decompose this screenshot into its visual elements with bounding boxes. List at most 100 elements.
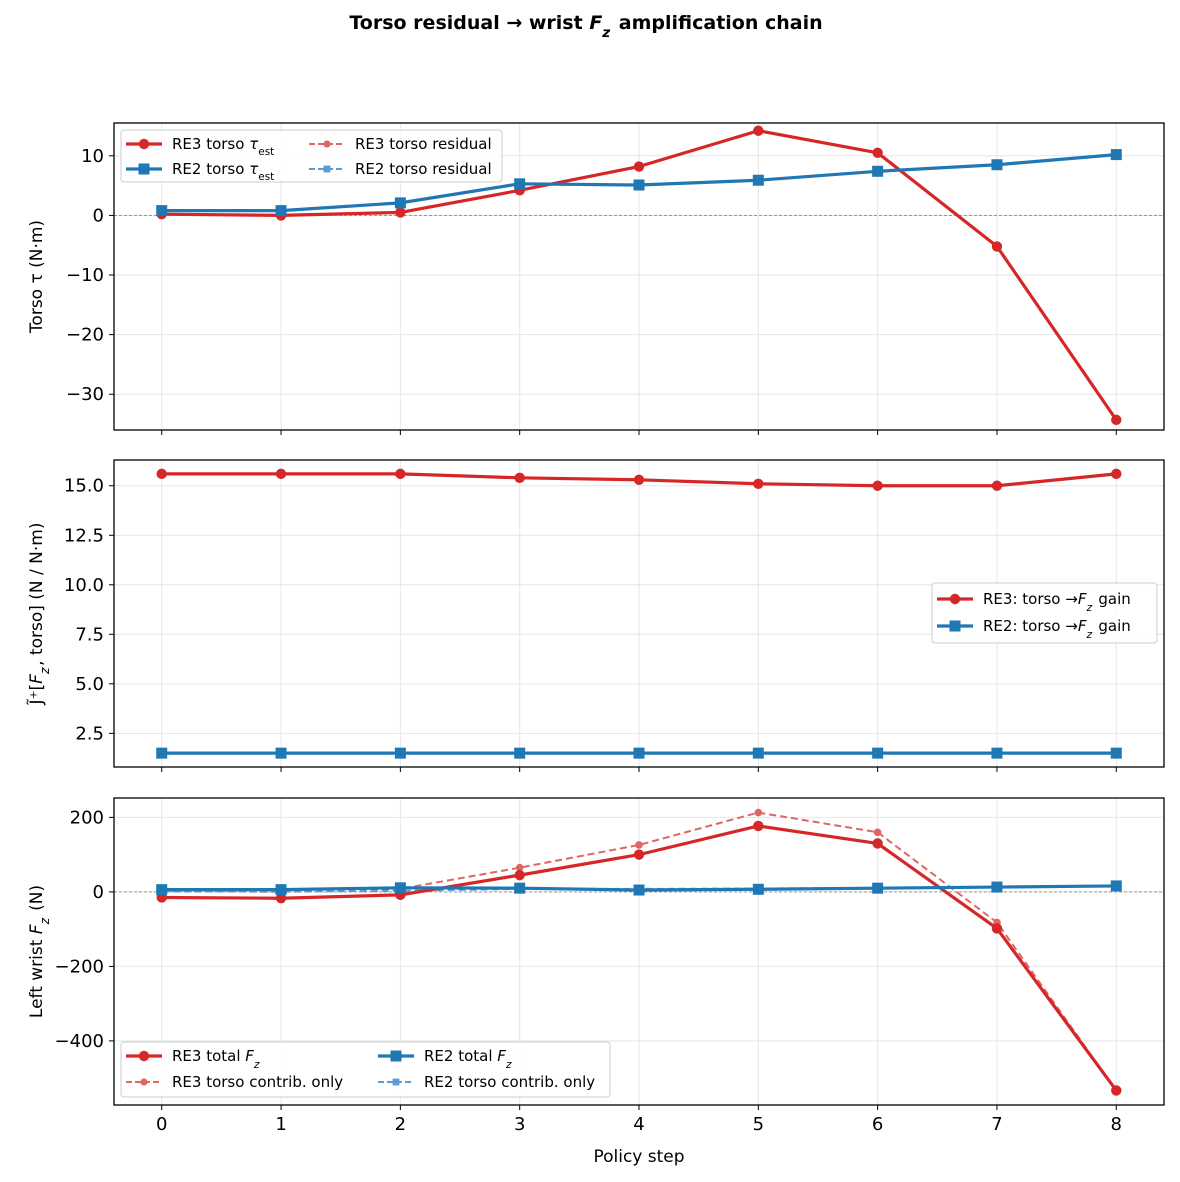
legend-marker <box>323 165 331 173</box>
legend: RE3 total Fz RE3 torso contrib. only RE2 … <box>120 1041 611 1098</box>
data-point <box>753 478 764 489</box>
series-1 <box>156 747 1122 759</box>
data-point <box>872 147 883 159</box>
legend-marker <box>323 140 331 148</box>
data-point <box>515 863 524 872</box>
data-point <box>633 161 645 172</box>
data-point <box>873 828 882 837</box>
x-tick-label: 3 <box>514 1114 525 1135</box>
legend-box <box>120 129 503 183</box>
legend-marker <box>138 138 150 150</box>
y-tick-label: 0 <box>93 205 104 226</box>
data-point <box>1110 149 1122 161</box>
data-point <box>991 747 1003 759</box>
legend-label: RE3 torso residual <box>355 135 492 153</box>
y-tick-label: −20 <box>66 325 104 346</box>
legend-label: RE3 torso contrib. only <box>172 1073 343 1091</box>
y-tick-label: 12.5 <box>64 525 104 546</box>
data-point <box>395 207 406 218</box>
data-point <box>394 747 406 759</box>
data-point <box>514 882 526 894</box>
data-point <box>872 838 883 849</box>
y-tick-label: 15.0 <box>64 476 104 497</box>
data-point <box>753 125 764 136</box>
panel-gain: 15.0 12.5 10.0 7.5 5.0 2.5 J̃⁺[Fz , torso] (N … <box>26 459 1165 772</box>
data-point <box>514 869 525 881</box>
y-tick-label: 10 <box>81 146 104 167</box>
legend-label: RE2 torso contrib. only <box>424 1073 595 1091</box>
series-0 <box>156 820 1122 1096</box>
x-tick-label: 4 <box>633 1114 644 1135</box>
y-tick-label: 10.0 <box>64 575 104 596</box>
data-point <box>156 884 168 896</box>
y-tick-label: −10 <box>66 265 104 286</box>
legend-label: RE3: torso →Fz gain <box>983 590 1131 614</box>
y-tick-label: −200 <box>55 956 104 977</box>
y-tick-label: 200 <box>70 807 104 828</box>
data-point <box>514 178 526 190</box>
legend: RE3: torso →Fz gain RE2: torso →Fz gain <box>931 582 1158 644</box>
y-tick-label: 2.5 <box>75 723 104 744</box>
series-2 <box>156 880 1122 896</box>
data-point <box>635 841 643 849</box>
legend-marker <box>392 1078 400 1086</box>
y-tick-label: 7.5 <box>75 624 104 645</box>
x-tick-label: 2 <box>395 1114 406 1135</box>
data-point <box>872 165 884 177</box>
data-point <box>1110 880 1122 892</box>
data-point <box>872 882 884 894</box>
data-point <box>991 241 1003 252</box>
data-point <box>514 747 526 759</box>
data-point <box>1111 414 1122 426</box>
data-point <box>394 882 406 894</box>
y-axis-label: Left wrist Fz (N) <box>27 885 52 1018</box>
data-point <box>275 205 287 217</box>
legend-marker <box>138 163 150 175</box>
data-point <box>753 820 764 832</box>
data-point <box>633 884 645 896</box>
data-point <box>633 179 645 191</box>
figure-title: Torso residual → wrist Fz amplification … <box>349 12 822 41</box>
data-point <box>872 480 883 491</box>
x-tick-label: 1 <box>275 1114 286 1135</box>
data-point <box>991 923 1003 934</box>
legend-marker <box>949 593 961 605</box>
data-point <box>275 893 287 904</box>
legend-label: RE2 total Fz <box>424 1047 513 1071</box>
data-point <box>754 808 763 817</box>
series-0 <box>156 468 1122 491</box>
y-axis-label: J̃⁺[Fz , torso] (N / N·m) <box>26 523 52 706</box>
legend-marker <box>949 620 961 632</box>
legend-marker <box>390 1050 402 1062</box>
data-point <box>872 747 884 759</box>
y-tick-label: −400 <box>55 1031 104 1052</box>
data-point <box>514 472 525 484</box>
legend-box <box>931 582 1158 644</box>
data-point <box>1111 468 1122 480</box>
data-point <box>633 474 645 486</box>
legend-label: RE2: torso →Fz gain <box>983 617 1131 641</box>
legend-label: RE2 torso τest <box>172 160 276 183</box>
data-point <box>1110 747 1122 759</box>
data-point <box>156 747 168 759</box>
panel-torso-tau: 10 0 −10 −20 −30 Torso τ (N·m) RE3 torso τest … <box>27 122 1165 435</box>
data-point <box>395 468 406 480</box>
y-tick-label: 5.0 <box>75 674 104 695</box>
data-point <box>991 881 1003 893</box>
data-point <box>633 849 645 860</box>
legend-marker <box>138 1050 150 1062</box>
y-tick-label: −30 <box>66 384 104 405</box>
data-point <box>633 747 645 759</box>
data-point <box>991 480 1003 491</box>
data-point <box>275 747 287 759</box>
y-tick-label: 0 <box>93 882 104 903</box>
legend-box <box>120 1041 611 1098</box>
x-tick-label: 5 <box>753 1114 764 1135</box>
data-point <box>275 884 287 896</box>
data-point <box>156 205 168 217</box>
x-tick-label: 6 <box>872 1114 883 1135</box>
x-tick-label: 0 <box>156 1114 167 1135</box>
y-axis-label: Torso τ (N·m) <box>27 220 47 334</box>
